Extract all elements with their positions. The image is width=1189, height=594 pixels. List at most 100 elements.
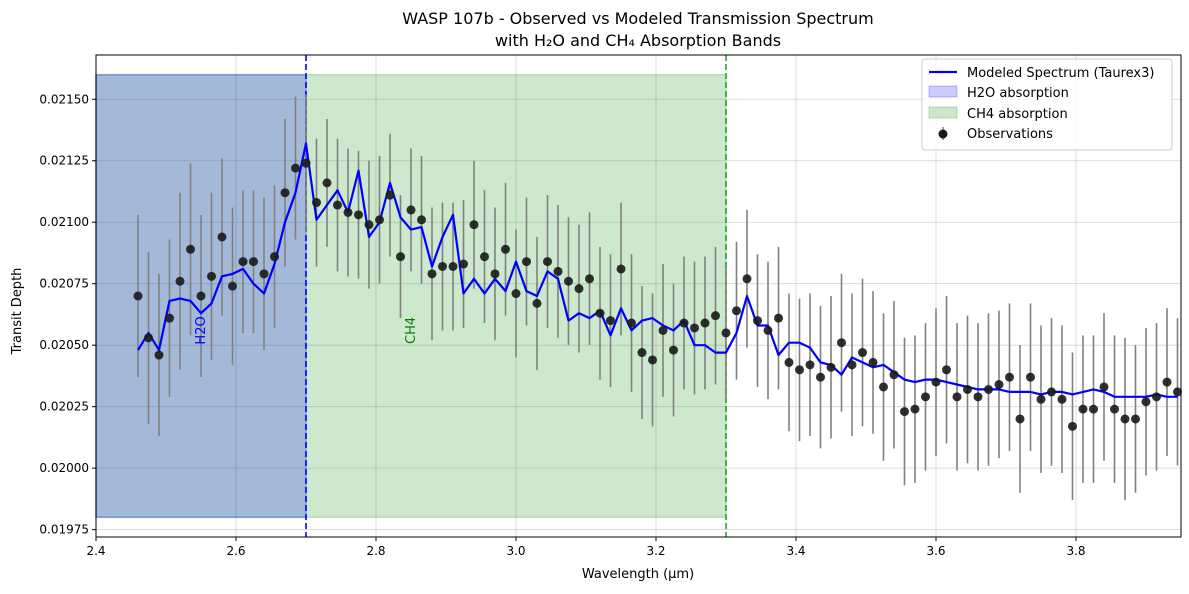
- observation-point: [301, 158, 311, 168]
- observation-point: [396, 252, 405, 262]
- observation-point: [742, 274, 752, 284]
- observation-point: [900, 407, 909, 417]
- x-tick-label: 3.8: [1066, 544, 1085, 558]
- x-axis-label: Wavelength (μm): [582, 567, 694, 582]
- observation-point: [270, 252, 279, 262]
- observation-point: [669, 345, 678, 355]
- observation-point: [364, 220, 374, 230]
- observation-point: [1015, 414, 1025, 424]
- observation-point: [459, 259, 468, 269]
- observation-point: [427, 269, 437, 279]
- observation-point: [1152, 392, 1161, 402]
- observation-point: [322, 178, 332, 188]
- observation-point: [805, 360, 815, 370]
- observation-point: [658, 325, 668, 335]
- observation-point: [606, 316, 615, 326]
- legend-ch4-swatch: [928, 106, 958, 119]
- y-tick-label: 0.02125: [39, 154, 89, 168]
- observation-point: [165, 313, 174, 323]
- observation-point: [973, 392, 983, 402]
- legend-point-swatch: [938, 129, 948, 139]
- observation-point: [721, 328, 731, 338]
- observation-point: [847, 360, 857, 370]
- observation-point: [532, 298, 542, 308]
- observation-point: [826, 362, 836, 372]
- observation-point: [175, 276, 185, 286]
- observation-point: [259, 269, 269, 279]
- observation-point: [448, 261, 458, 271]
- observation-point: [711, 311, 720, 321]
- observation-point: [816, 372, 825, 382]
- observation-point: [354, 210, 363, 220]
- band-labels: H2O CH4: [194, 316, 419, 344]
- observation-point: [963, 384, 972, 394]
- legend-label-ch4: CH4 absorption: [967, 107, 1068, 122]
- observation-point: [1110, 404, 1119, 414]
- x-tick-label: 3.6: [926, 544, 945, 558]
- observation-point: [994, 380, 1004, 390]
- observation-points: [133, 158, 1182, 431]
- observation-point: [700, 318, 710, 328]
- observation-point: [931, 377, 941, 387]
- x-tick-label: 2.8: [366, 544, 385, 558]
- observation-point: [627, 318, 636, 328]
- observation-point: [333, 200, 342, 210]
- observation-point: [1036, 394, 1046, 404]
- legend-label-model: Modeled Spectrum (Taurex3): [967, 66, 1154, 81]
- observation-point: [490, 269, 500, 279]
- observation-point: [228, 281, 237, 291]
- observation-point: [1005, 372, 1014, 382]
- x-tick-label: 3.4: [786, 544, 805, 558]
- observation-point: [690, 323, 699, 333]
- y-tick-label: 0.02000: [39, 461, 89, 475]
- observation-point: [196, 291, 206, 301]
- band-label-h2o: H2O: [194, 316, 209, 344]
- observation-point: [868, 357, 878, 367]
- legend-label-observations: Observations: [967, 127, 1053, 142]
- observation-point: [186, 244, 195, 254]
- observation-point: [217, 232, 227, 242]
- observation-point: [774, 313, 783, 323]
- y-tick-label: 0.01975: [39, 523, 89, 537]
- observation-point: [585, 274, 594, 284]
- observation-point: [637, 348, 647, 358]
- observation-point: [133, 291, 143, 301]
- observation-point: [280, 188, 290, 198]
- chart-title-line1: WASP 107b - Observed vs Modeled Transmis…: [402, 9, 873, 28]
- observation-point: [1068, 421, 1077, 431]
- observation-point: [879, 382, 888, 392]
- observation-point: [522, 257, 531, 267]
- observation-point: [858, 348, 867, 358]
- observation-point: [406, 205, 416, 215]
- observation-point: [1099, 382, 1109, 392]
- observation-point: [837, 338, 846, 348]
- observation-point: [553, 266, 563, 276]
- observation-point: [385, 190, 395, 200]
- observation-point: [154, 350, 164, 360]
- observation-point: [616, 264, 626, 274]
- x-tick-label: 2.6: [226, 544, 245, 558]
- model-spectrum-line: [137, 142, 1178, 398]
- legend-box: [921, 58, 1173, 151]
- observation-point: [543, 257, 552, 267]
- observation-point: [312, 198, 321, 208]
- observation-point: [984, 384, 993, 394]
- observation-point: [795, 365, 804, 375]
- observation-point: [595, 308, 605, 318]
- y-tick-label: 0.02025: [39, 400, 89, 414]
- observation-point: [438, 261, 447, 271]
- observation-point: [480, 252, 489, 262]
- observation-point: [564, 276, 573, 286]
- x-tick-label: 2.4: [86, 544, 105, 558]
- observation-point: [1057, 394, 1067, 404]
- observation-point: [1131, 414, 1140, 424]
- y-tick-label: 0.02075: [39, 277, 89, 291]
- x-axis-ticks: 2.4 2.6 2.8 3.0 3.2 3.4 3.6 3.8: [86, 537, 1086, 558]
- legend: Modeled Spectrum (Taurex3) H2O absorptio…: [921, 58, 1173, 151]
- observation-point: [1162, 377, 1172, 387]
- observation-point: [1026, 372, 1035, 382]
- model-spectrum: [137, 142, 1178, 398]
- observation-point: [921, 392, 930, 402]
